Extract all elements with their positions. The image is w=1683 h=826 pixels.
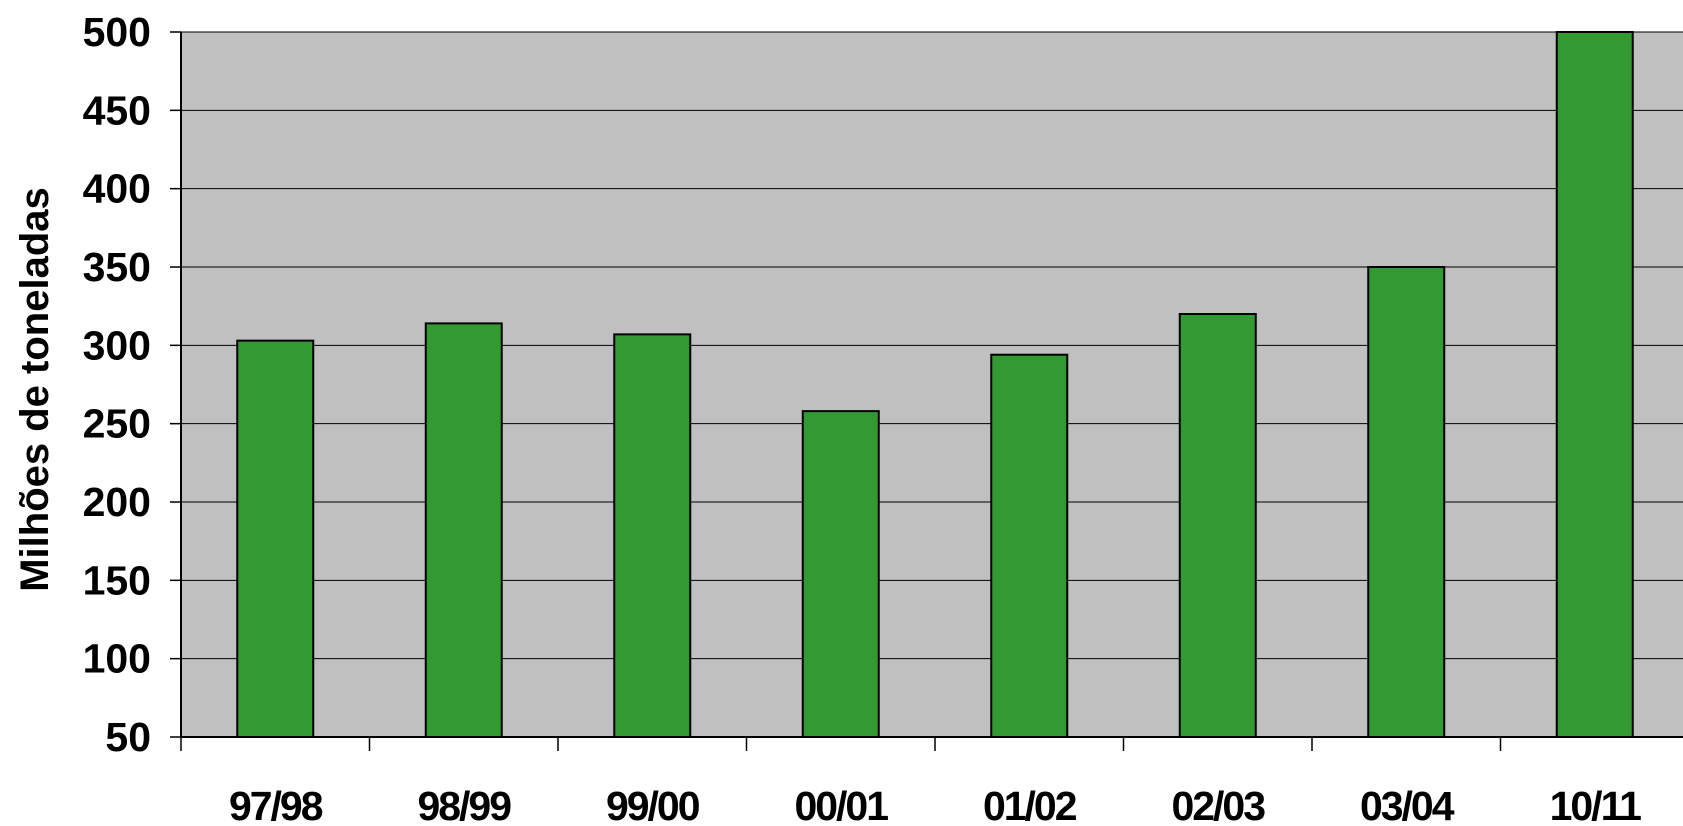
x-tick-labels: 97/98 98/99 99/00 00/01 01/02 02/03 03/04 10/11 [229,783,1643,826]
x-tick-label: 02/03 [1171,783,1265,826]
bar [801,410,880,738]
plot-background [181,32,1683,737]
x-tick-label: 00/01 [794,783,888,826]
bar [1555,31,1634,738]
y-tick-label: 200 [83,479,151,525]
x-tick-label: 98/99 [417,783,511,826]
x-tick-label: 10/11 [1550,783,1642,826]
x-tick-label: 03/04 [1360,783,1455,826]
y-tick-label: 50 [105,714,151,760]
bar [613,333,692,738]
y-tick-label: 300 [83,322,151,368]
axes [180,32,1683,751]
y-tick-label: 350 [83,244,151,290]
bars [236,31,1634,738]
x-tick-label: 01/02 [983,783,1077,826]
bar [1178,313,1257,738]
y-tick-label: 500 [83,9,151,55]
y-tick-label: 400 [83,166,151,212]
y-axis-title: Milhões de toneladas [13,187,57,592]
x-tick-label: 97/98 [229,783,323,826]
y-tick-label: 100 [83,636,151,682]
y-tick-label: 250 [83,401,151,447]
bar [424,322,503,738]
y-tick-label: 450 [83,87,151,133]
y-tick-labels: 50 100 150 200 250 300 350 400 450 500 [83,9,151,760]
bar [236,339,315,738]
bar [1367,266,1446,738]
bar [990,353,1069,738]
x-tick-label: 99/00 [606,783,700,826]
y-tick-label: 150 [83,557,151,603]
